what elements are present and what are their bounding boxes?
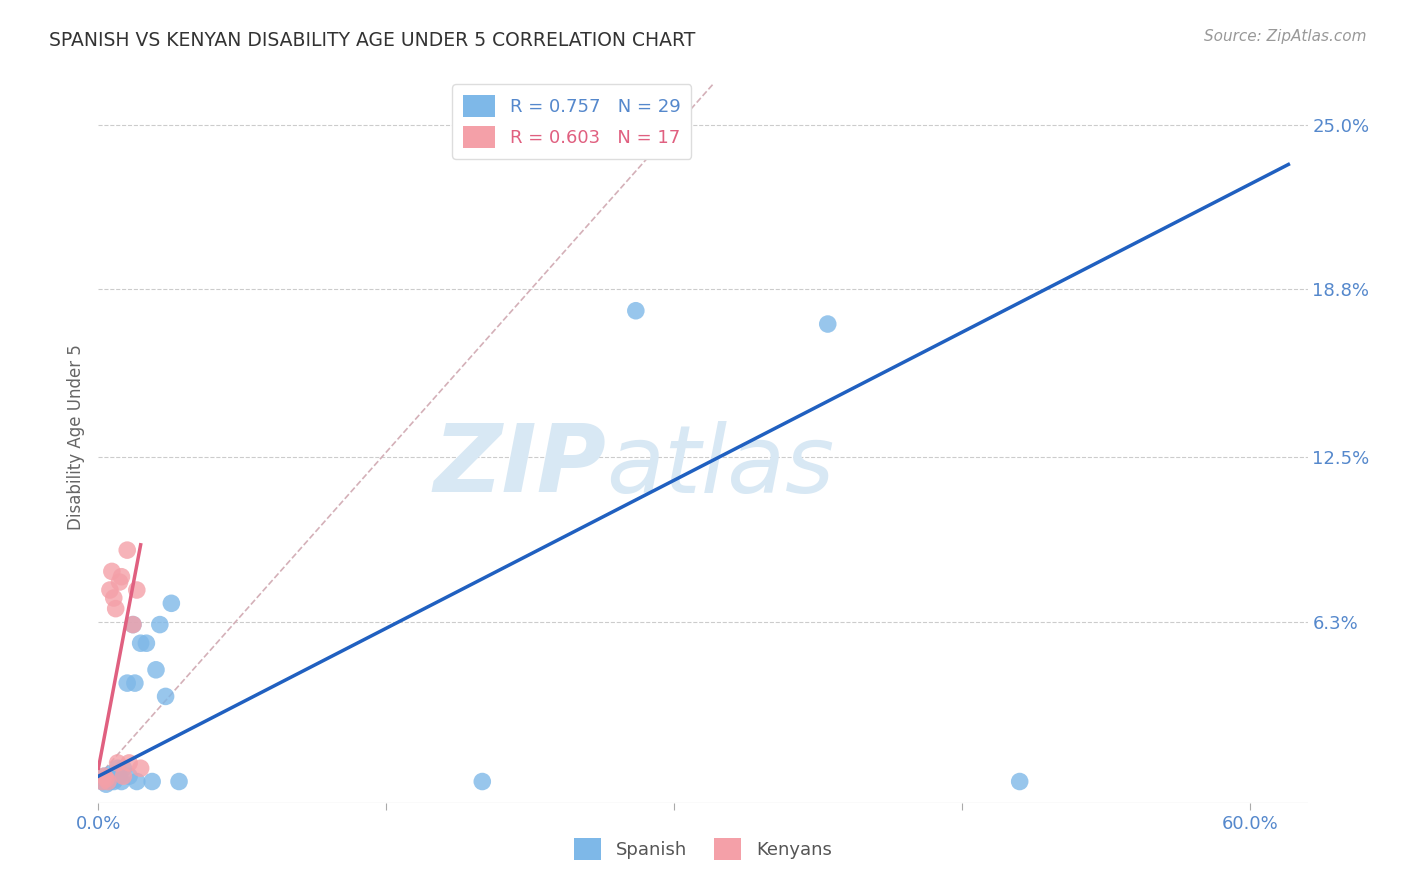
Point	[141, 774, 163, 789]
Point	[145, 663, 167, 677]
Point	[112, 769, 135, 783]
Point	[107, 761, 129, 775]
Point	[624, 303, 647, 318]
Point	[160, 596, 183, 610]
Point	[112, 761, 135, 775]
Point	[103, 591, 125, 605]
Point	[122, 617, 145, 632]
Point	[110, 774, 132, 789]
Point	[125, 582, 148, 597]
Point	[108, 769, 131, 783]
Point	[93, 769, 115, 783]
Legend: Spanish, Kenyans: Spanish, Kenyans	[567, 830, 839, 867]
Point	[122, 617, 145, 632]
Point	[97, 772, 120, 786]
Point	[97, 774, 120, 789]
Point	[104, 601, 127, 615]
Point	[129, 761, 152, 775]
Point	[115, 543, 138, 558]
Point	[149, 617, 172, 632]
Point	[155, 690, 177, 704]
Point	[167, 774, 190, 789]
Point	[107, 756, 129, 770]
Text: ZIP: ZIP	[433, 420, 606, 512]
Text: SPANISH VS KENYAN DISABILITY AGE UNDER 5 CORRELATION CHART: SPANISH VS KENYAN DISABILITY AGE UNDER 5…	[49, 31, 696, 50]
Point	[98, 774, 121, 789]
Point	[103, 774, 125, 789]
Y-axis label: Disability Age Under 5: Disability Age Under 5	[66, 344, 84, 530]
Point	[471, 774, 494, 789]
Point	[817, 317, 839, 331]
Point	[110, 570, 132, 584]
Point	[98, 582, 121, 597]
Point	[115, 676, 138, 690]
Point	[101, 565, 124, 579]
Point	[91, 774, 114, 789]
Point	[125, 774, 148, 789]
Point	[91, 774, 114, 789]
Point	[94, 777, 117, 791]
Point	[101, 766, 124, 780]
Point	[118, 756, 141, 770]
Point	[135, 636, 157, 650]
Point	[124, 676, 146, 690]
Text: Source: ZipAtlas.com: Source: ZipAtlas.com	[1204, 29, 1367, 44]
Point	[129, 636, 152, 650]
Point	[1008, 774, 1031, 789]
Text: atlas: atlas	[606, 421, 835, 512]
Point	[118, 769, 141, 783]
Point	[94, 772, 117, 786]
Point	[104, 772, 127, 786]
Point	[108, 575, 131, 590]
Point	[93, 769, 115, 783]
